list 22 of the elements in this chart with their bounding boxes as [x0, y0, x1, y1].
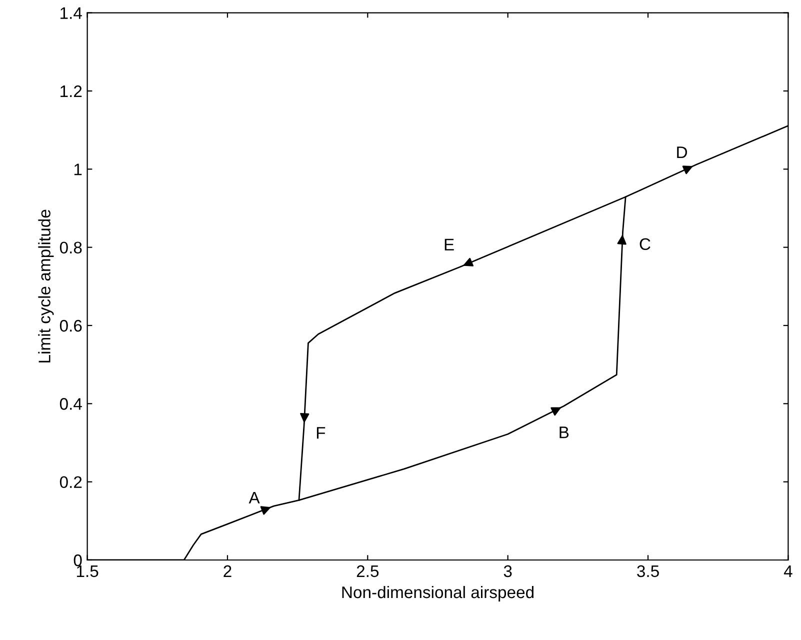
x-tick-label: 2 — [224, 565, 232, 577]
x-tick-label: 1.5 — [76, 565, 98, 578]
annotation: D — [677, 146, 687, 158]
x-tick-label: 4 — [784, 565, 792, 577]
y-tick-label: 0 — [74, 554, 82, 566]
annotation: A — [248, 492, 260, 504]
y-tick-label: 1.2 — [60, 85, 82, 98]
y-tick-label: 1.4 — [60, 7, 82, 19]
y-tick-label: 0.6 — [60, 320, 82, 332]
x-tick-label: 2.5 — [356, 565, 379, 578]
y-tick-label: 0.2 — [60, 476, 82, 488]
x-tick-label: 3 — [504, 565, 512, 578]
annotation: F — [316, 427, 326, 439]
y-tick-label: 1 — [74, 164, 82, 176]
y-tick-label: 0.8 — [60, 242, 82, 254]
annotation: B — [560, 426, 569, 438]
annotation: E — [444, 238, 454, 250]
x-axis-title: Non-dimensional airspeed — [342, 586, 534, 602]
x-tick-label: 3.5 — [637, 565, 659, 578]
y-tick-label: 0.4 — [60, 398, 82, 410]
annotation: C — [640, 238, 650, 250]
y-axis-title: Limit cycle amplitude — [38, 210, 54, 362]
